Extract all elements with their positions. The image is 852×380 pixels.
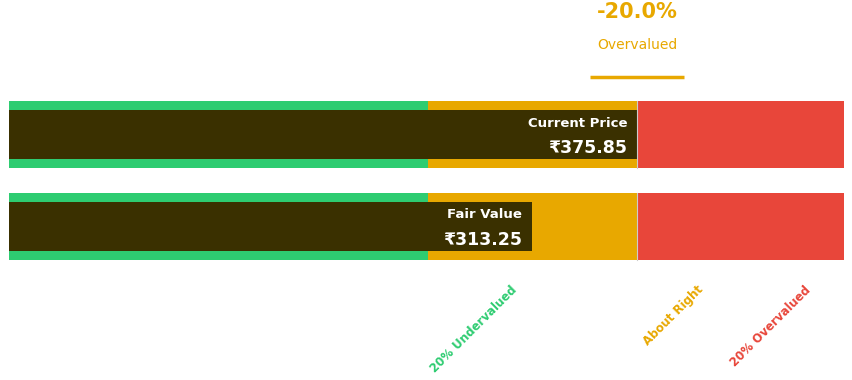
Bar bbox=[9, 101, 427, 168]
Text: Fair Value: Fair Value bbox=[446, 209, 521, 222]
Text: Overvalued: Overvalued bbox=[596, 38, 676, 52]
Bar bbox=[636, 193, 843, 260]
Bar bbox=[9, 111, 636, 158]
Text: ₹375.85: ₹375.85 bbox=[548, 139, 626, 157]
Bar bbox=[427, 193, 636, 260]
Bar bbox=[9, 193, 427, 260]
Bar bbox=[427, 101, 636, 168]
Text: Current Price: Current Price bbox=[527, 117, 626, 130]
Text: 20% Undervalued: 20% Undervalued bbox=[427, 283, 519, 375]
Text: 20% Overvalued: 20% Overvalued bbox=[727, 283, 812, 369]
Bar bbox=[636, 101, 843, 168]
Text: -20.0%: -20.0% bbox=[596, 2, 676, 22]
Text: ₹313.25: ₹313.25 bbox=[443, 231, 521, 249]
Bar bbox=[9, 203, 532, 250]
Text: About Right: About Right bbox=[640, 283, 705, 348]
